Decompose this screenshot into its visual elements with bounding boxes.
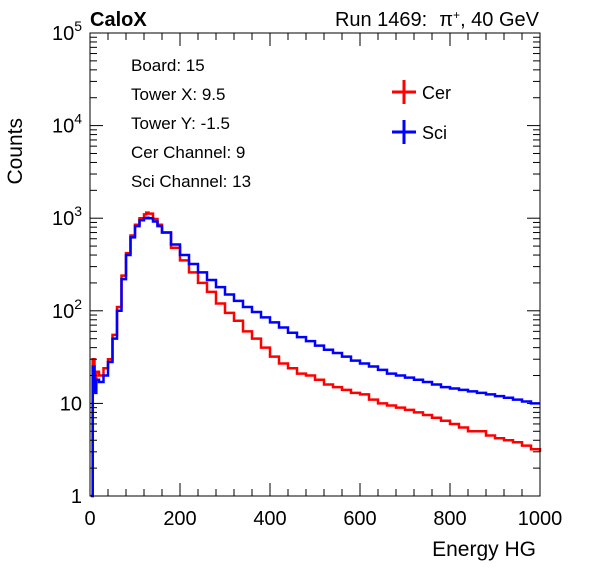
series-sci-line — [90, 216, 540, 498]
info-box: Board: 15 Tower X: 9.5 Tower Y: -1.5 Cer… — [131, 56, 251, 191]
x-tick-label: 1000 — [518, 508, 563, 530]
board-label: Board: 15 — [131, 56, 205, 75]
legend-cer-marker — [392, 80, 416, 104]
legend: Cer Sci — [392, 80, 451, 144]
tick-layer: 0 200 400 600 800 1000 1 10 102 103 104 105 — [52, 18, 562, 530]
tower-x-label: Tower X: 9.5 — [131, 85, 226, 104]
y-axis-title: Counts — [4, 118, 27, 185]
x-tick-label: 0 — [84, 508, 95, 530]
x-tick-label: 400 — [253, 508, 286, 530]
y-tick-label: 104 — [52, 111, 82, 138]
run-info-label: Run 1469: π+, 40 GeV — [335, 8, 540, 31]
y-tick-label: 1 — [71, 486, 82, 508]
y-tick-label: 103 — [52, 203, 82, 230]
series-cer-line — [90, 211, 542, 498]
sci-channel-label: Sci Channel: 13 — [131, 172, 251, 191]
particle-charge: + — [453, 8, 460, 22]
series-layer — [90, 211, 542, 498]
tower-y-label: Tower Y: -1.5 — [131, 114, 230, 133]
experiment-label: CaloX — [90, 9, 147, 31]
y-tick-label: 10 — [60, 393, 82, 415]
x-axis-title: Energy HG — [432, 538, 536, 561]
particle-symbol: π — [439, 9, 453, 31]
beam-energy: , 40 GeV — [460, 9, 540, 31]
legend-sci-label: Sci — [422, 123, 447, 143]
x-tick-label: 800 — [433, 508, 466, 530]
plot-frame — [89, 32, 541, 497]
y-tick-label: 102 — [52, 296, 82, 323]
y-tick-label: 105 — [52, 18, 82, 45]
legend-sci-marker — [392, 120, 416, 144]
run-number: Run 1469: — [335, 9, 427, 31]
x-tick-label: 200 — [163, 508, 196, 530]
x-tick-label: 600 — [343, 508, 376, 530]
cer-channel-label: Cer Channel: 9 — [131, 143, 245, 162]
legend-cer-label: Cer — [422, 83, 451, 103]
